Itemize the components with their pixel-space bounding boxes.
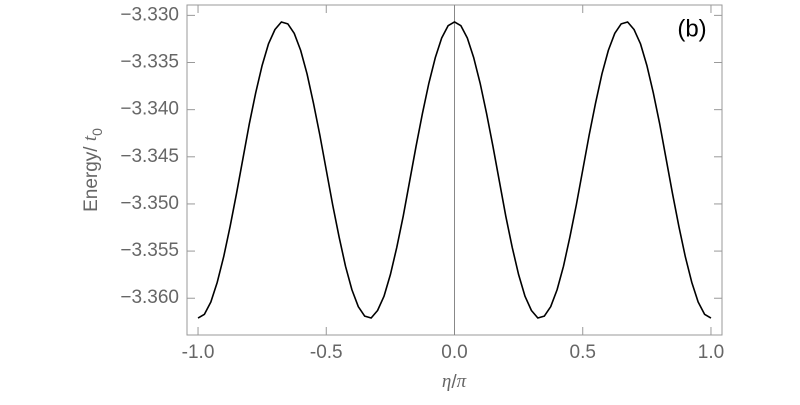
x-tick-label: 0.5 bbox=[570, 342, 596, 363]
y-tick-label: −3.335 bbox=[120, 52, 179, 73]
x-tick-label: 1.0 bbox=[698, 342, 724, 363]
line-series bbox=[197, 21, 712, 319]
x-tick-label: 0.0 bbox=[441, 342, 467, 363]
y-label-symbol: t bbox=[80, 135, 101, 141]
x-tick-label: -0.5 bbox=[310, 342, 343, 363]
x-label-symbol: η bbox=[442, 371, 451, 392]
y-tick-label: −3.355 bbox=[120, 240, 179, 261]
y-axis-label: Energy/ t0 bbox=[80, 128, 104, 212]
y-tick-label: −3.330 bbox=[120, 4, 179, 25]
y-tick-label: −3.350 bbox=[120, 193, 179, 214]
y-tick-label: −3.340 bbox=[120, 99, 179, 120]
y-label-subscript: 0 bbox=[89, 128, 105, 136]
y-tick-label: −3.360 bbox=[120, 287, 179, 308]
y-label-text: Energy/ bbox=[81, 141, 102, 212]
y-tick-label: −3.345 bbox=[120, 146, 179, 167]
x-axis-label: η/π bbox=[442, 371, 467, 393]
x-tick-label: -1.0 bbox=[182, 342, 215, 363]
x-label-symbol2: π bbox=[457, 371, 467, 392]
panel-label: (b) bbox=[677, 15, 706, 42]
x-label-slash: / bbox=[451, 372, 457, 393]
